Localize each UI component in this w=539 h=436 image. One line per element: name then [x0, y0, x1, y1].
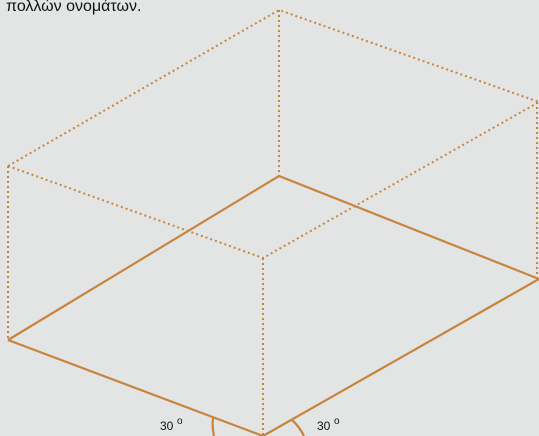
angle-value: 30 — [317, 419, 331, 433]
angle-arc — [291, 419, 305, 436]
angle-value: 30 — [160, 419, 174, 433]
top-back-edges — [7, 8, 539, 167]
angle-unit: o — [177, 416, 183, 427]
bottom-back-edges — [7, 174, 539, 341]
bottom-front-edges — [7, 278, 539, 436]
caption: πολλών ονομάτων. — [6, 0, 141, 15]
angle-arc — [211, 417, 216, 436]
angle-unit: o — [334, 416, 340, 427]
